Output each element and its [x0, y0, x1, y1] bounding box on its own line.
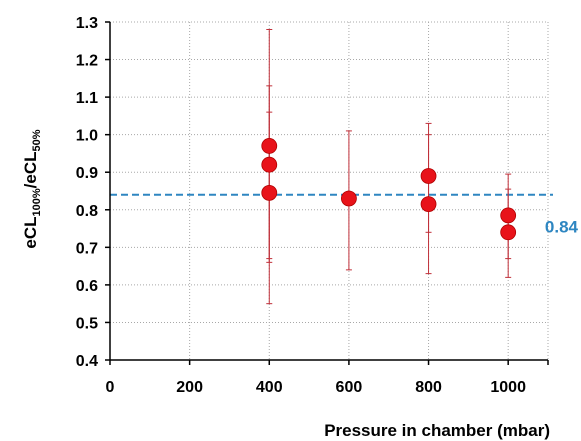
y-tick-label: 0.5: [76, 315, 98, 332]
reference-line-label: 0.84: [545, 218, 579, 237]
y-tick-label: 0.8: [76, 203, 98, 220]
x-tick-label: 1000: [490, 379, 526, 396]
y-tick-label: 1.0: [76, 128, 98, 145]
y-tick-labels: 0.4 0.5 0.6 0.7 0.8 0.9 1.0 1.1 1.2 1.3: [76, 15, 98, 370]
y-tick-label: 1.1: [76, 90, 98, 107]
y-axis-title-sub1: 100%: [31, 188, 43, 216]
x-tick-labels: 0 200 400 600 800 1000: [106, 379, 527, 396]
data-point: [341, 190, 357, 207]
x-tick-label: 200: [176, 379, 203, 396]
y-tick-label: 0.6: [76, 278, 98, 295]
data-point: [261, 156, 278, 173]
data-point: [500, 224, 517, 241]
data-points: [261, 138, 517, 241]
y-tick-label: 0.4: [76, 353, 98, 370]
y-tick-label: 1.3: [76, 15, 98, 32]
x-tick-label: 800: [415, 379, 442, 396]
reference-line-group: 0.84: [110, 193, 579, 237]
x-tick-label: 0: [106, 379, 115, 396]
y-axis-title-main: eCL: [21, 216, 40, 248]
y-tick-label: 0.7: [76, 240, 98, 257]
data-point: [420, 196, 437, 213]
y-axis-title-sep: /eCL: [21, 151, 40, 188]
y-tick-label: 0.9: [76, 165, 98, 182]
y-axis-title-sub2: 50%: [31, 129, 43, 151]
x-tick-label: 600: [336, 379, 363, 396]
data-point: [420, 168, 437, 184]
data-point: [261, 138, 278, 154]
data-point: [261, 184, 278, 201]
x-axis-title: Pressure in chamber (mbar): [324, 421, 550, 440]
y-axis-title: eCL100%/eCL50%: [21, 129, 43, 248]
axes: [105, 21, 549, 365]
x-tick-label: 400: [256, 379, 283, 396]
data-point: [500, 207, 517, 224]
y-tick-label: 1.2: [76, 53, 98, 70]
